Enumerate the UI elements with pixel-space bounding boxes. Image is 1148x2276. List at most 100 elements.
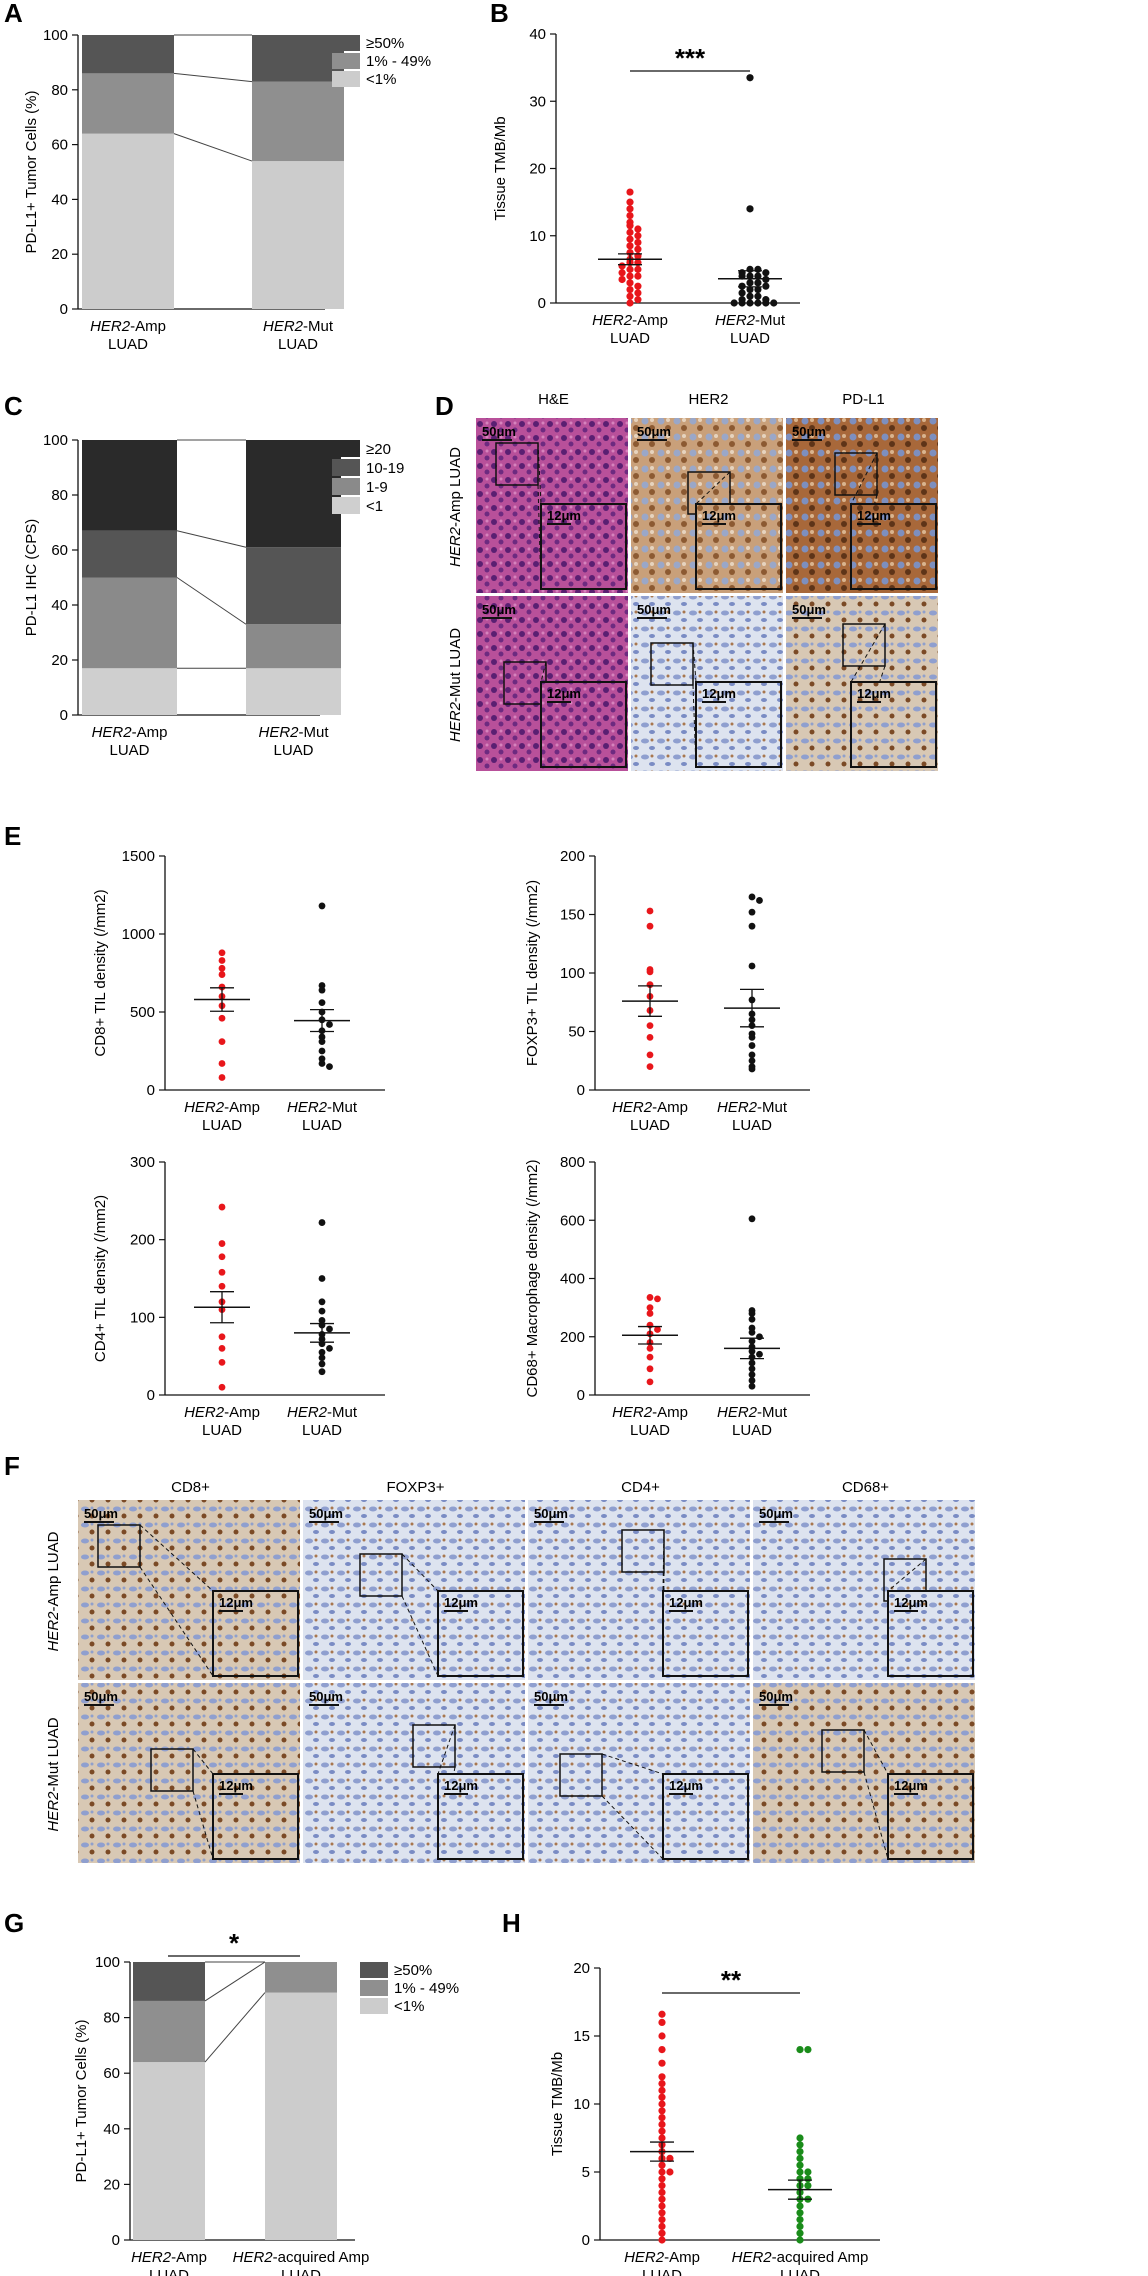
chart-C-ytick-label: 20: [51, 652, 68, 669]
chart-B-point: [634, 238, 642, 247]
chart-B-point: [754, 265, 762, 273]
chart-E4-point: [748, 1315, 756, 1323]
chart-B-point: [746, 299, 754, 307]
chart-B-point: [626, 235, 634, 243]
chart-H-point: [796, 2236, 804, 2244]
chart-E4-point: [646, 1294, 654, 1301]
panel-D-zoom-line: [850, 452, 878, 505]
chart-C-bar-1-9: [246, 624, 341, 669]
chart-E1-point: [218, 1038, 226, 1046]
panel-F-zoom-line: [601, 1795, 664, 1860]
chart-C-bar-<1: [246, 668, 341, 715]
chart-B-category-label-line2: LUAD: [730, 330, 770, 347]
chart-H-ylabel: Tissue TMB/Mb: [549, 2052, 566, 2156]
panel-D-scale: 50μm: [637, 602, 671, 617]
panel-D-roi-box: [650, 642, 694, 686]
panel-F-zoom-line: [863, 1771, 889, 1860]
chart-B-point: [618, 275, 626, 284]
panel-label-B: B: [490, 0, 509, 28]
chart-E4-point: [748, 1371, 756, 1379]
chart-C-ytick-label: 40: [51, 597, 68, 614]
chart-E2-point: [748, 1051, 756, 1059]
panel-F-scale: 50μm: [309, 1689, 343, 1704]
panel-label-F: F: [4, 1451, 20, 1481]
panel-F-inset-scale: 12μm: [219, 1595, 253, 1610]
chart-B-point: [730, 299, 738, 307]
chart-H-point: [796, 2161, 804, 2169]
panel-D-scale: 50μm: [482, 424, 516, 439]
chart-E2-point: [748, 1042, 756, 1049]
chart-B-ylabel: Tissue TMB/Mb: [492, 116, 509, 220]
chart-H-point: [796, 2229, 804, 2237]
panel-F-roi-box: [359, 1553, 403, 1597]
chart-E4-ylabel: CD68+ Macrophage density (/mm2): [524, 1159, 541, 1397]
chart-B-point: [746, 74, 754, 82]
chart-H-category-label-line2: LUAD: [642, 2267, 682, 2276]
chart-B-ytick-label: 0: [538, 295, 546, 312]
chart-E4-point: [654, 1295, 661, 1303]
chart-G-bar-<1%: [265, 1992, 337, 2240]
chart-E2-ylabel: FOXP3+ TIL density (/mm2): [524, 880, 541, 1066]
chart-E3-ytick-label: 0: [147, 1387, 155, 1404]
chart-G-category-label-line2: LUAD: [149, 2267, 189, 2276]
chart-E4-point: [646, 1378, 654, 1386]
chart-E2-category-label: HER2-Mut: [717, 1099, 788, 1116]
chart-E4-category-label: HER2-Mut: [717, 1404, 788, 1421]
chart-H-point: [658, 2127, 666, 2135]
chart-A-bar-≥50%: [82, 35, 174, 74]
chart-A-category-label-line2: LUAD: [108, 336, 148, 353]
chart-H-ytick-label: 15: [573, 2028, 590, 2045]
chart-A-ytick-label: 100: [43, 27, 68, 44]
chart-G-legend-label: <1%: [394, 1998, 424, 2015]
chart-E4-point: [748, 1365, 756, 1373]
chart-E3-point: [218, 1253, 226, 1261]
chart-H-point: [666, 2154, 674, 2162]
chart-E4-point: [646, 1310, 654, 1317]
chart-E2-ytick-label: 0: [577, 1082, 585, 1099]
chart-C-bar-10-19: [82, 530, 177, 578]
chart-E1-point: [218, 1060, 226, 1067]
chart-E3-point: [218, 1240, 226, 1247]
panel-label-H: H: [502, 1908, 521, 1938]
chart-E2-point: [646, 968, 654, 976]
chart-B-point: [626, 279, 634, 287]
chart-C-connector: [176, 530, 247, 548]
chart-G-ytick-label: 0: [112, 2232, 120, 2249]
chart-E2-point: [646, 907, 654, 915]
chart-B-point: [746, 205, 754, 213]
panel-D-zoom-line: [850, 623, 886, 683]
chart-H-point: [658, 2120, 666, 2128]
chart-E4-ytick-label: 200: [560, 1329, 585, 1346]
chart-E3-category-label: HER2-Amp: [184, 1404, 260, 1421]
chart-E3-ytick-label: 300: [130, 1154, 155, 1171]
chart-E2-point: [646, 922, 654, 930]
chart-E1-point: [318, 1055, 326, 1063]
chart-A-connector: [173, 133, 253, 162]
chart-E1-point: [218, 957, 226, 964]
chart-B-point: [634, 225, 642, 233]
chart-H-point: [658, 2209, 666, 2217]
panel-F-zoom-line: [601, 1753, 664, 1775]
chart-E3-point: [318, 1348, 326, 1356]
chart-B-point: [754, 292, 762, 300]
chart-A-ytick-label: 20: [51, 246, 68, 263]
chart-E1-point: [218, 971, 226, 978]
panel-D-zoom-line: [695, 471, 731, 505]
chart-B-category-label: HER2-Amp: [592, 312, 668, 329]
chart-A-category-label: HER2-Mut: [263, 318, 334, 335]
panel-F-scale: 50μm: [84, 1506, 118, 1521]
chart-B-point: [626, 299, 634, 307]
chart-E2-point: [756, 897, 763, 904]
panel-D-inset: [850, 503, 937, 590]
chart-H-point: [658, 2236, 666, 2244]
chart-E3-point: [318, 1354, 326, 1362]
chart-H-point: [804, 2175, 812, 2183]
panel-F-inset-scale: 12μm: [219, 1778, 253, 1793]
chart-H-point: [796, 2134, 804, 2142]
chart-E2-point: [748, 1065, 756, 1073]
chart-C-legend-label: 10-19: [366, 460, 404, 477]
chart-E4-point: [748, 1382, 756, 1390]
chart-B-point: [738, 272, 746, 280]
panel-F-row-label: HER2-Mut LUAD: [45, 1717, 62, 1831]
